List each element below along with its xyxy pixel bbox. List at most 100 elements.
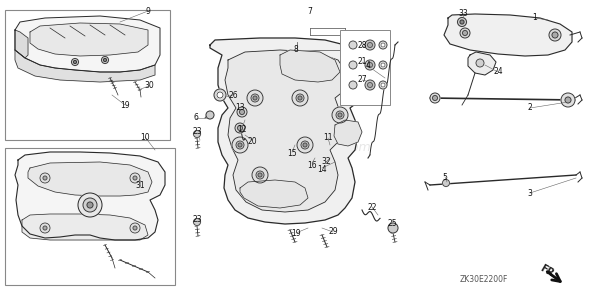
Circle shape (381, 63, 385, 67)
Text: 29: 29 (328, 227, 338, 237)
Text: 26: 26 (228, 91, 238, 99)
Polygon shape (22, 214, 148, 240)
Circle shape (236, 141, 244, 149)
Text: 33: 33 (458, 9, 468, 19)
Circle shape (258, 173, 262, 177)
Circle shape (194, 219, 201, 225)
Circle shape (43, 176, 47, 180)
Circle shape (432, 96, 438, 101)
Circle shape (40, 223, 50, 233)
Circle shape (252, 167, 268, 183)
Circle shape (256, 171, 264, 179)
Circle shape (194, 130, 201, 137)
Polygon shape (210, 38, 365, 224)
Text: 1: 1 (533, 14, 537, 22)
Circle shape (457, 17, 467, 27)
Text: FR.: FR. (538, 263, 559, 281)
Circle shape (349, 61, 357, 69)
Circle shape (206, 111, 214, 119)
Polygon shape (225, 50, 348, 212)
Text: 28: 28 (358, 42, 367, 50)
Circle shape (349, 41, 357, 49)
Circle shape (103, 58, 107, 61)
Circle shape (235, 123, 245, 133)
Bar (5, 148, 175, 285)
Polygon shape (444, 14, 572, 56)
Circle shape (338, 113, 342, 117)
Circle shape (133, 176, 137, 180)
Circle shape (247, 90, 263, 106)
Circle shape (301, 141, 309, 149)
Circle shape (561, 93, 575, 107)
Text: 30: 30 (144, 81, 154, 91)
Polygon shape (280, 50, 340, 82)
Text: 12: 12 (237, 125, 247, 135)
Circle shape (217, 92, 223, 98)
Circle shape (40, 173, 50, 183)
Circle shape (565, 97, 571, 103)
Text: eReplacementParts.com: eReplacementParts.com (219, 141, 371, 154)
Circle shape (368, 42, 372, 47)
Bar (5, 10, 170, 140)
Circle shape (296, 94, 304, 102)
Circle shape (365, 60, 375, 70)
Text: 20: 20 (247, 137, 257, 145)
Circle shape (552, 32, 558, 38)
Text: 25: 25 (387, 219, 397, 229)
Polygon shape (468, 52, 496, 75)
Circle shape (365, 40, 375, 50)
Circle shape (460, 20, 464, 24)
Text: 7: 7 (307, 6, 313, 16)
Circle shape (460, 28, 470, 38)
Circle shape (130, 223, 140, 233)
Circle shape (251, 94, 259, 102)
Circle shape (379, 41, 387, 49)
Circle shape (43, 226, 47, 230)
Polygon shape (28, 162, 152, 196)
Circle shape (232, 137, 248, 153)
Circle shape (238, 125, 242, 130)
Circle shape (238, 143, 242, 147)
Text: 13: 13 (235, 104, 245, 112)
Circle shape (298, 96, 302, 100)
Polygon shape (15, 30, 28, 58)
Circle shape (442, 179, 450, 186)
Circle shape (214, 89, 226, 101)
Circle shape (332, 107, 348, 123)
Text: 14: 14 (317, 165, 327, 175)
Circle shape (349, 81, 357, 89)
Circle shape (130, 173, 140, 183)
Text: 21: 21 (358, 58, 367, 66)
Text: 16: 16 (307, 160, 317, 170)
Circle shape (463, 30, 467, 35)
Circle shape (133, 226, 137, 230)
Circle shape (381, 43, 385, 47)
Text: 23: 23 (192, 216, 202, 224)
Circle shape (368, 63, 372, 68)
Text: 24: 24 (493, 68, 503, 76)
Circle shape (71, 58, 78, 65)
Circle shape (336, 111, 344, 119)
Circle shape (381, 83, 385, 87)
Text: 9: 9 (146, 6, 150, 16)
Polygon shape (15, 50, 155, 82)
Polygon shape (240, 180, 308, 208)
Text: 19: 19 (120, 101, 130, 109)
Circle shape (365, 80, 375, 90)
Text: 23: 23 (192, 127, 202, 137)
Text: 2: 2 (527, 104, 532, 112)
Circle shape (297, 137, 313, 153)
Text: 3: 3 (527, 189, 532, 197)
Text: 6: 6 (194, 114, 198, 122)
Text: 8: 8 (294, 45, 299, 55)
Circle shape (379, 81, 387, 89)
Circle shape (430, 93, 440, 103)
Bar (340, 30, 390, 105)
Text: 5: 5 (442, 173, 447, 181)
Circle shape (101, 57, 109, 63)
Text: 11: 11 (323, 134, 333, 142)
Text: 22: 22 (367, 202, 377, 212)
Circle shape (368, 83, 372, 88)
Text: 19: 19 (291, 229, 301, 237)
Text: 27: 27 (357, 76, 367, 84)
